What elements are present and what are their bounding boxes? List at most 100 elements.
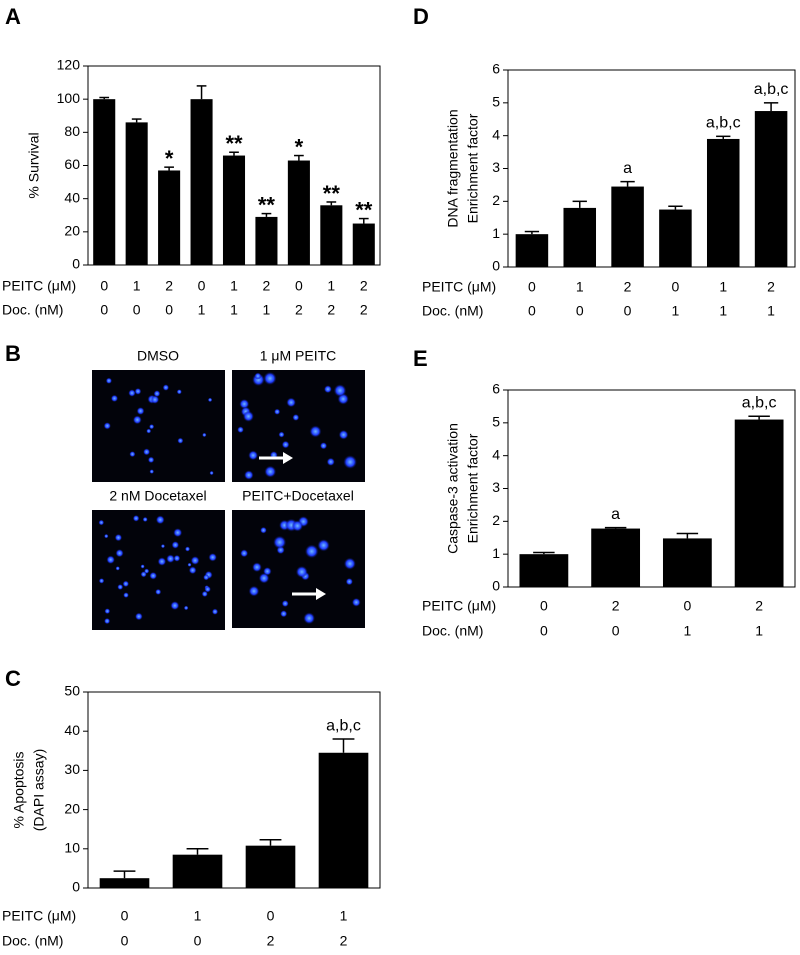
nucleus: [115, 566, 120, 571]
bar: [255, 216, 278, 265]
nucleus: [150, 395, 160, 404]
row-label: Doc. (nM): [2, 302, 63, 318]
significance-label: a,b,c: [754, 81, 789, 98]
y-tick-label: 100: [57, 90, 81, 106]
y-tick-label: 6: [492, 381, 500, 397]
nucleus: [110, 394, 119, 403]
y-tick-label: 5: [492, 414, 500, 430]
nucleus: [303, 612, 316, 625]
nucleus: [274, 408, 281, 415]
bar: [706, 138, 740, 267]
x-tick-label: 0: [121, 908, 129, 924]
image-caption: PEITC+Docetaxel: [242, 488, 354, 504]
y-axis-label: % Apoptosis: [11, 751, 27, 828]
nucleus: [104, 608, 111, 615]
x-tick-label: 1: [133, 278, 141, 294]
y-tick-label: 40: [64, 189, 80, 205]
nucleus: [128, 389, 136, 397]
x-tick-label: 0: [267, 908, 275, 924]
nucleus: [146, 428, 152, 434]
x-tick-label: 0: [528, 303, 536, 319]
bar: [515, 234, 549, 267]
nucleus: [204, 585, 211, 593]
row-label: PEITC (μM): [2, 278, 76, 294]
nucleus: [207, 397, 213, 403]
x-tick-label: 2: [165, 278, 173, 294]
nucleus: [173, 528, 183, 538]
nucleus: [135, 612, 143, 621]
y-axis-label: DNA fragmentation: [445, 109, 461, 227]
nucleus: [343, 557, 356, 570]
nucleus: [184, 546, 191, 552]
y-axis-label: % Survival: [26, 132, 42, 198]
x-tick-label: 0: [576, 303, 584, 319]
x-tick-label: 1: [576, 279, 584, 295]
x-tick-label: 1: [683, 623, 691, 639]
x-tick-label: 2: [612, 598, 620, 614]
y-tick-label: 6: [492, 61, 500, 77]
bar: [352, 223, 375, 265]
panel-label: D: [413, 4, 429, 29]
nucleus: [171, 541, 180, 549]
nucleus: [309, 425, 322, 438]
x-tick-label: 1: [230, 302, 238, 318]
x-tick-label: 1: [230, 278, 238, 294]
nucleus: [248, 450, 259, 461]
nucleus: [117, 584, 124, 590]
nucleus: [239, 398, 250, 409]
nucleus: [122, 580, 130, 588]
x-tick-label: 1: [672, 303, 680, 319]
x-tick-label: 2: [755, 598, 763, 614]
nucleus: [295, 565, 308, 578]
bar: [318, 752, 369, 888]
x-tick-label: 0: [121, 933, 129, 949]
x-tick-label: 1: [194, 908, 202, 924]
nucleus: [286, 397, 296, 408]
nucleus: [155, 515, 165, 525]
nucleus: [160, 544, 166, 549]
bar: [659, 209, 692, 267]
x-tick-label: 1: [767, 303, 775, 319]
nucleus: [351, 597, 361, 607]
nucleus: [149, 469, 155, 474]
nucleus: [149, 424, 155, 430]
x-tick-label: 0: [624, 303, 632, 319]
y-tick-label: 120: [57, 57, 81, 73]
arrow-head: [316, 588, 326, 600]
x-tick-label: 0: [194, 933, 202, 949]
nucleus: [98, 578, 105, 584]
significance-label: *: [295, 134, 304, 159]
y-axis-label: Caspase-3 activation: [445, 423, 461, 554]
nucleus: [190, 556, 200, 565]
y-tick-label: 3: [492, 159, 500, 175]
nucleus: [157, 557, 167, 566]
nucleus: [258, 572, 270, 584]
nucleus: [103, 422, 111, 430]
bar: [125, 122, 148, 265]
x-tick-label: 0: [198, 278, 206, 294]
y-axis-label: (DAPI assay): [31, 749, 47, 831]
arrow-head: [283, 452, 293, 464]
nucleus: [162, 384, 170, 391]
x-tick-label: 0: [100, 278, 108, 294]
x-tick-label: 0: [165, 302, 173, 318]
panel-label: C: [5, 666, 21, 691]
nucleus: [281, 440, 290, 449]
nucleus: [304, 544, 319, 559]
y-tick-label: 80: [64, 123, 80, 139]
bar: [662, 538, 712, 587]
panel-label: E: [413, 346, 428, 371]
bar: [287, 160, 310, 265]
y-tick-label: 5: [492, 94, 500, 110]
nucleus: [248, 585, 260, 597]
nucleus: [177, 437, 184, 444]
nucleus: [166, 554, 175, 563]
bar: [93, 99, 116, 266]
nucleus: [106, 555, 115, 564]
x-tick-label: 2: [360, 278, 368, 294]
x-tick-label: 2: [340, 933, 348, 949]
x-tick-label: 0: [672, 279, 680, 295]
bar: [734, 419, 784, 587]
